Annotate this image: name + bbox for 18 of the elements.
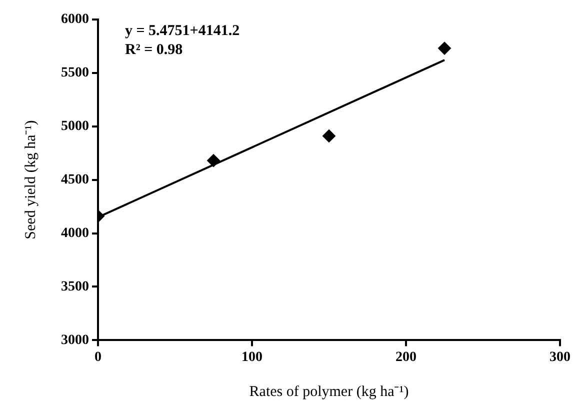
annotation: y = 5.4751+4141.2: [125, 22, 240, 39]
x-tick-label: 200: [396, 350, 416, 366]
x-tick-label: 100: [242, 350, 262, 366]
y-axis-title: Seed yield (kg ha⁻¹): [22, 120, 39, 240]
point: [322, 129, 336, 142]
x-tick-label: 0: [94, 350, 102, 366]
y-tick-label: 5500: [61, 65, 89, 80]
x-tick-label: 300: [550, 350, 570, 366]
y-tick-label: 6000: [61, 12, 89, 28]
y-tick-label: 4500: [61, 172, 89, 188]
x-axis-title: Rates of polymer (kg ha⁻¹): [249, 384, 409, 400]
y-tick-label: 4000: [61, 226, 89, 241]
annotation: R² = 0.98: [125, 42, 183, 58]
point: [438, 42, 451, 55]
y-tick-label: 3000: [61, 332, 89, 348]
y-tick-label: 5000: [61, 118, 89, 134]
point: [207, 154, 220, 168]
y-tick-label: 3500: [61, 279, 89, 294]
